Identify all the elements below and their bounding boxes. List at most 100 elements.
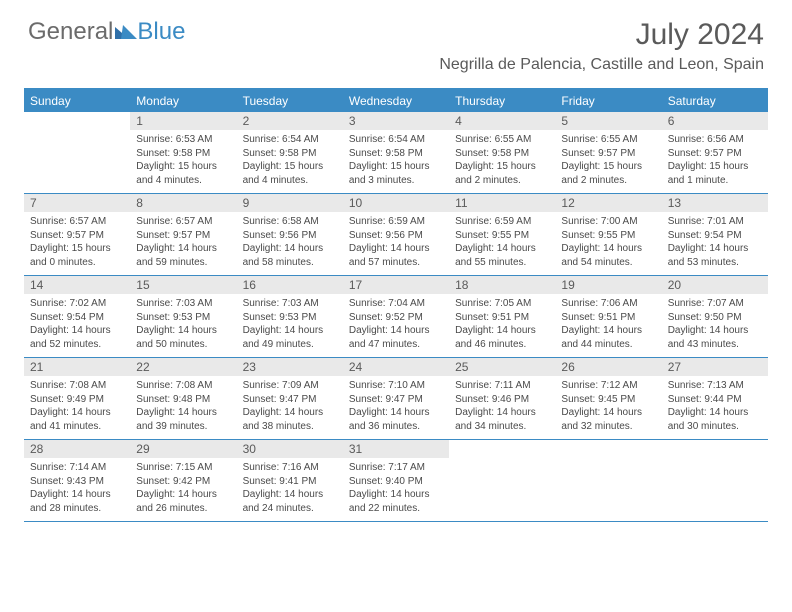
day-body: Sunrise: 7:11 AMSunset: 9:46 PMDaylight:…	[449, 376, 555, 439]
sunrise-text: Sunrise: 7:05 AM	[455, 297, 549, 311]
sunset-text: Sunset: 9:58 PM	[349, 147, 443, 161]
day-number: 24	[343, 358, 449, 376]
day-cell: 20Sunrise: 7:07 AMSunset: 9:50 PMDayligh…	[662, 276, 768, 357]
day-cell: 30Sunrise: 7:16 AMSunset: 9:41 PMDayligh…	[237, 440, 343, 521]
day-number: 8	[130, 194, 236, 212]
sunrise-text: Sunrise: 6:58 AM	[243, 215, 337, 229]
header: General Blue July 2024 Negrilla de Palen…	[0, 0, 792, 80]
day-cell: 24Sunrise: 7:10 AMSunset: 9:47 PMDayligh…	[343, 358, 449, 439]
title-block: July 2024 Negrilla de Palencia, Castille…	[439, 18, 764, 74]
day-of-week-cell: Friday	[555, 90, 661, 112]
day-cell: 7Sunrise: 6:57 AMSunset: 9:57 PMDaylight…	[24, 194, 130, 275]
day-cell: 10Sunrise: 6:59 AMSunset: 9:56 PMDayligh…	[343, 194, 449, 275]
daylight-text: Daylight: 15 hours and 0 minutes.	[30, 242, 124, 269]
sunset-text: Sunset: 9:58 PM	[136, 147, 230, 161]
day-body: Sunrise: 7:00 AMSunset: 9:55 PMDaylight:…	[555, 212, 661, 275]
sunset-text: Sunset: 9:56 PM	[243, 229, 337, 243]
sunset-text: Sunset: 9:57 PM	[30, 229, 124, 243]
day-number: 7	[24, 194, 130, 212]
sunset-text: Sunset: 9:55 PM	[561, 229, 655, 243]
sunset-text: Sunset: 9:57 PM	[668, 147, 762, 161]
sunrise-text: Sunrise: 6:55 AM	[561, 133, 655, 147]
sunrise-text: Sunrise: 7:04 AM	[349, 297, 443, 311]
daylight-text: Daylight: 14 hours and 26 minutes.	[136, 488, 230, 515]
day-number: 14	[24, 276, 130, 294]
sunset-text: Sunset: 9:57 PM	[561, 147, 655, 161]
day-number: 10	[343, 194, 449, 212]
day-number: 23	[237, 358, 343, 376]
daylight-text: Daylight: 14 hours and 53 minutes.	[668, 242, 762, 269]
sunrise-text: Sunrise: 7:14 AM	[30, 461, 124, 475]
day-number: 12	[555, 194, 661, 212]
sunset-text: Sunset: 9:52 PM	[349, 311, 443, 325]
sunset-text: Sunset: 9:53 PM	[243, 311, 337, 325]
day-cell: 23Sunrise: 7:09 AMSunset: 9:47 PMDayligh…	[237, 358, 343, 439]
day-number: 25	[449, 358, 555, 376]
day-body: Sunrise: 7:04 AMSunset: 9:52 PMDaylight:…	[343, 294, 449, 357]
week-row: 1Sunrise: 6:53 AMSunset: 9:58 PMDaylight…	[24, 112, 768, 194]
day-cell: 12Sunrise: 7:00 AMSunset: 9:55 PMDayligh…	[555, 194, 661, 275]
daylight-text: Daylight: 14 hours and 30 minutes.	[668, 406, 762, 433]
daylight-text: Daylight: 15 hours and 4 minutes.	[136, 160, 230, 187]
day-body: Sunrise: 6:55 AMSunset: 9:58 PMDaylight:…	[449, 130, 555, 193]
daylight-text: Daylight: 14 hours and 28 minutes.	[30, 488, 124, 515]
sunrise-text: Sunrise: 7:17 AM	[349, 461, 443, 475]
day-cell: 25Sunrise: 7:11 AMSunset: 9:46 PMDayligh…	[449, 358, 555, 439]
daylight-text: Daylight: 15 hours and 3 minutes.	[349, 160, 443, 187]
day-number: 9	[237, 194, 343, 212]
day-cell: 11Sunrise: 6:59 AMSunset: 9:55 PMDayligh…	[449, 194, 555, 275]
sunrise-text: Sunrise: 6:59 AM	[455, 215, 549, 229]
day-body: Sunrise: 7:10 AMSunset: 9:47 PMDaylight:…	[343, 376, 449, 439]
sunset-text: Sunset: 9:55 PM	[455, 229, 549, 243]
daylight-text: Daylight: 14 hours and 46 minutes.	[455, 324, 549, 351]
day-body: Sunrise: 7:03 AMSunset: 9:53 PMDaylight:…	[237, 294, 343, 357]
day-number: 19	[555, 276, 661, 294]
daylight-text: Daylight: 15 hours and 4 minutes.	[243, 160, 337, 187]
sunrise-text: Sunrise: 7:00 AM	[561, 215, 655, 229]
sunset-text: Sunset: 9:41 PM	[243, 475, 337, 489]
day-of-week-cell: Thursday	[449, 90, 555, 112]
sunrise-text: Sunrise: 7:15 AM	[136, 461, 230, 475]
sunrise-text: Sunrise: 6:54 AM	[349, 133, 443, 147]
sunset-text: Sunset: 9:47 PM	[349, 393, 443, 407]
day-cell	[449, 440, 555, 521]
day-body: Sunrise: 7:08 AMSunset: 9:48 PMDaylight:…	[130, 376, 236, 439]
day-number: 15	[130, 276, 236, 294]
brand-part1: General	[28, 18, 113, 46]
sunrise-text: Sunrise: 6:53 AM	[136, 133, 230, 147]
day-body: Sunrise: 7:01 AMSunset: 9:54 PMDaylight:…	[662, 212, 768, 275]
day-cell: 29Sunrise: 7:15 AMSunset: 9:42 PMDayligh…	[130, 440, 236, 521]
sunset-text: Sunset: 9:53 PM	[136, 311, 230, 325]
sunset-text: Sunset: 9:51 PM	[561, 311, 655, 325]
day-cell: 6Sunrise: 6:56 AMSunset: 9:57 PMDaylight…	[662, 112, 768, 193]
daylight-text: Daylight: 14 hours and 50 minutes.	[136, 324, 230, 351]
day-cell: 3Sunrise: 6:54 AMSunset: 9:58 PMDaylight…	[343, 112, 449, 193]
day-cell: 19Sunrise: 7:06 AMSunset: 9:51 PMDayligh…	[555, 276, 661, 357]
daylight-text: Daylight: 14 hours and 41 minutes.	[30, 406, 124, 433]
day-of-week-cell: Tuesday	[237, 90, 343, 112]
sunrise-text: Sunrise: 7:03 AM	[136, 297, 230, 311]
day-cell	[555, 440, 661, 521]
week-row: 21Sunrise: 7:08 AMSunset: 9:49 PMDayligh…	[24, 358, 768, 440]
sunset-text: Sunset: 9:46 PM	[455, 393, 549, 407]
sunrise-text: Sunrise: 7:12 AM	[561, 379, 655, 393]
sunrise-text: Sunrise: 6:56 AM	[668, 133, 762, 147]
brand-part2: Blue	[137, 18, 185, 46]
daylight-text: Daylight: 14 hours and 43 minutes.	[668, 324, 762, 351]
day-number: 18	[449, 276, 555, 294]
day-cell: 31Sunrise: 7:17 AMSunset: 9:40 PMDayligh…	[343, 440, 449, 521]
sunset-text: Sunset: 9:49 PM	[30, 393, 124, 407]
day-body: Sunrise: 6:53 AMSunset: 9:58 PMDaylight:…	[130, 130, 236, 193]
sunset-text: Sunset: 9:43 PM	[30, 475, 124, 489]
week-row: 14Sunrise: 7:02 AMSunset: 9:54 PMDayligh…	[24, 276, 768, 358]
day-number: 27	[662, 358, 768, 376]
day-body: Sunrise: 7:16 AMSunset: 9:41 PMDaylight:…	[237, 458, 343, 521]
sunrise-text: Sunrise: 6:55 AM	[455, 133, 549, 147]
day-cell: 28Sunrise: 7:14 AMSunset: 9:43 PMDayligh…	[24, 440, 130, 521]
day-body: Sunrise: 7:02 AMSunset: 9:54 PMDaylight:…	[24, 294, 130, 357]
sunset-text: Sunset: 9:48 PM	[136, 393, 230, 407]
day-of-week-cell: Sunday	[24, 90, 130, 112]
sunset-text: Sunset: 9:54 PM	[668, 229, 762, 243]
daylight-text: Daylight: 14 hours and 36 minutes.	[349, 406, 443, 433]
daylight-text: Daylight: 14 hours and 32 minutes.	[561, 406, 655, 433]
